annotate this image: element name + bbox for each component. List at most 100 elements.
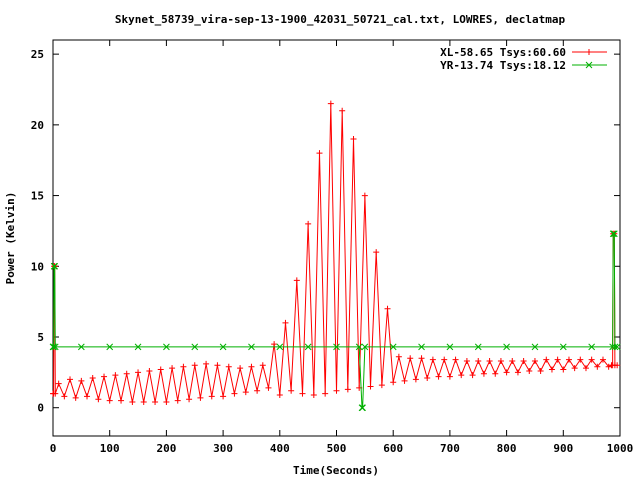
data-point: [304, 343, 312, 351]
data-point: [446, 343, 454, 351]
data-point: [361, 343, 369, 351]
data-point: [452, 356, 459, 363]
data-point: [350, 136, 357, 142]
x-tick-label: 0: [50, 442, 57, 455]
y-axis: 0 5 10 15 20 25: [31, 48, 620, 415]
data-point: [407, 355, 414, 362]
data-point: [503, 343, 510, 351]
data-point: [333, 387, 340, 394]
data-point: [599, 356, 606, 363]
data-point: [197, 394, 204, 401]
x-tick-label: 600: [383, 442, 403, 455]
data-point: [106, 397, 113, 404]
data-point: [361, 192, 368, 199]
y-tick-label: 20: [31, 119, 44, 132]
data-point: [613, 343, 621, 351]
y-tick-label: 15: [31, 190, 44, 203]
data-point: [390, 379, 397, 386]
data-point: [327, 100, 334, 107]
data-point: [582, 365, 589, 372]
data-point: [605, 363, 612, 370]
data-point: [293, 277, 300, 284]
data-point: [276, 391, 283, 398]
data-point: [543, 356, 550, 363]
data-point: [101, 373, 108, 380]
data-point: [55, 380, 62, 387]
x-tick-label: 1000: [607, 442, 634, 455]
data-point: [316, 150, 323, 157]
data-point: [395, 353, 402, 360]
data-point: [486, 358, 493, 365]
y-axis-label: Power (Kelvin): [4, 192, 17, 285]
data-point: [242, 389, 249, 396]
series-0: [50, 100, 621, 406]
data-point: [248, 343, 255, 351]
data-point: [219, 343, 227, 351]
data-point: [355, 343, 363, 351]
data-point: [163, 343, 170, 351]
data-point: [509, 358, 516, 365]
data-point: [418, 355, 425, 362]
y-tick-label: 10: [31, 260, 44, 273]
data-point: [548, 366, 555, 373]
x-tick-label: 300: [213, 442, 233, 455]
data-point: [474, 343, 482, 351]
chart-title: Skynet_58739_vira-sep-13-1900_42031_5072…: [115, 13, 566, 26]
data-point: [492, 370, 499, 377]
data-point: [418, 343, 425, 351]
series-line: [53, 233, 618, 409]
data-point: [577, 356, 584, 363]
data-point: [259, 362, 266, 369]
series-1: [49, 230, 621, 412]
x-tick-label: 400: [270, 442, 290, 455]
data-point: [118, 397, 125, 404]
data-point: [310, 391, 317, 398]
data-point: [412, 376, 419, 383]
data-point: [78, 377, 85, 384]
data-point: [475, 358, 482, 365]
y-tick-label: 25: [31, 48, 44, 61]
data-point: [526, 367, 533, 374]
data-point: [333, 343, 340, 351]
x-tick-label: 900: [553, 442, 573, 455]
data-point: [254, 387, 261, 394]
data-point: [429, 356, 436, 363]
data-point: [610, 230, 618, 238]
data-point: [50, 343, 57, 351]
data-point: [384, 305, 391, 312]
x-tick-label: 200: [156, 442, 176, 455]
data-point: [146, 367, 153, 374]
data-point: [288, 387, 295, 394]
data-point: [237, 365, 244, 372]
data-point: [231, 390, 238, 397]
data-point: [378, 382, 385, 389]
data-point: [180, 363, 187, 370]
data-point: [537, 367, 544, 374]
data-point: [469, 372, 476, 379]
data-point: [135, 369, 142, 376]
data-point: [359, 404, 366, 412]
data-point: [186, 396, 193, 403]
legend-label: YR-13.74 Tsys:18.12: [440, 59, 566, 72]
data-point: [514, 369, 521, 376]
data-point: [282, 319, 289, 326]
data-point: [609, 230, 617, 238]
data-point: [424, 375, 431, 382]
data-point: [112, 372, 119, 379]
data-point: [565, 356, 572, 363]
data-point: [531, 358, 538, 365]
data-point: [72, 394, 79, 401]
data-point: [174, 397, 181, 404]
legend-label: XL-58.65 Tsys:60.60: [440, 46, 566, 59]
data-point: [520, 358, 527, 365]
x-tick-label: 700: [440, 442, 460, 455]
data-point: [322, 390, 329, 397]
data-point: [67, 376, 74, 383]
data-point: [446, 373, 453, 380]
data-point: [95, 396, 102, 403]
legend-marker: [585, 61, 593, 69]
data-point: [299, 390, 306, 397]
data-point: [554, 356, 561, 363]
